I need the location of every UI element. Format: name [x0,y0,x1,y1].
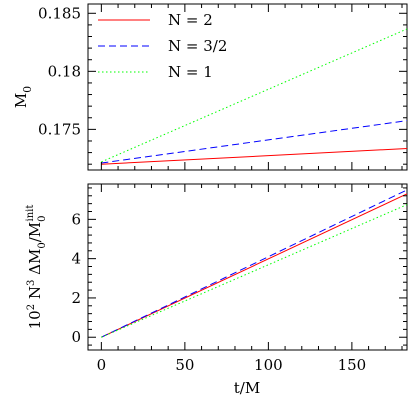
bottom-ytick-label: 2 [71,289,81,307]
bottom-ytick-label: 0 [71,328,81,346]
bottom-series-group [101,189,408,338]
top-series-group [101,28,408,165]
bottom-ytick-label: 6 [71,210,81,228]
bottom-xtick-label: 100 [254,356,283,374]
bottom-series-line-1 [101,189,408,338]
legend-label-n2: N = 2 [168,11,213,29]
legend-label-n3-2: N = 3/2 [168,37,227,55]
bottom-series-line-0 [101,193,408,338]
top-ticks-group: 0.175 0.18 0.185 [38,4,407,170]
x-axis-label: t/M [234,379,260,397]
top-series-line-0 [101,148,408,165]
bottom-ticks-group: 0 2 4 6 0 50 100 150 [71,184,407,374]
bottom-xtick-label: 0 [97,356,107,374]
bottom-xtick-label: 150 [338,356,367,374]
legend: N = 2 N = 3/2 N = 1 [98,11,227,81]
top-ytick-label: 0.185 [38,4,81,22]
top-ytick-label: 0.175 [38,120,81,138]
top-panel: 0.175 0.18 0.185 M0 N = 2 N = 3/2 N = 1 [12,3,408,171]
bottom-ytick-label: 4 [71,250,81,268]
bottom-series-line-2 [101,204,408,338]
legend-label-n1: N = 1 [168,63,213,81]
top-ytick-label: 0.18 [48,62,81,80]
bottom-panel: 0 2 4 6 0 50 100 150 102 N3 ΔM0/M0init t/M [25,183,408,397]
top-y-axis-label: M0 [12,86,34,108]
bottom-y-axis-label: 102 N3 ΔM0/M0init [25,205,48,330]
top-series-line-1 [101,120,408,164]
top-plot-frame [87,3,408,171]
bottom-xtick-label: 50 [175,356,194,374]
bottom-plot-frame [87,183,408,351]
